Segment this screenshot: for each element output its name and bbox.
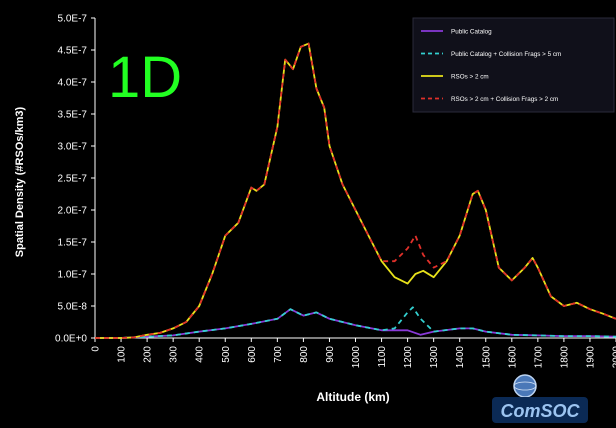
x-tick-label: 0 (91, 346, 102, 352)
globe-icon (513, 374, 537, 398)
x-tick-label: 300 (169, 346, 180, 363)
legend-label: RSOs > 2 cm + Collision Frags > 2 cm (451, 96, 558, 103)
series-lines (95, 42, 616, 339)
y-tick-label: 4.5E-7 (58, 46, 88, 57)
legend: Public Catalog Public Catalog + Collision… (412, 17, 615, 113)
x-tick-label: 1500 (481, 346, 492, 369)
x-tick-label: 100 (117, 346, 128, 363)
y-tick-label: 0.0E+0 (55, 334, 87, 345)
y-tick-label: 1.0E-7 (58, 270, 88, 281)
x-tick-label: 1300 (429, 346, 440, 369)
legend-label: Public Catalog + Collision Frags > 5 cm (451, 51, 561, 58)
y-tick-label: 5.0E-8 (58, 302, 88, 313)
series-line-4 (95, 42, 616, 339)
x-tick-label: 2000 (612, 346, 616, 369)
x-axis-title: Altitude (km) (316, 390, 389, 404)
x-tick-label: 1900 (585, 346, 596, 369)
y-tick-label: 4.0E-7 (58, 78, 88, 89)
x-tick-label: 1700 (533, 346, 544, 369)
y-tick-label: 1.5E-7 (58, 238, 88, 249)
logo-text: ComSOC (500, 401, 580, 421)
x-tick-label: 1800 (559, 346, 570, 369)
panel-label: 1D (108, 45, 182, 110)
series-line-1 (95, 308, 616, 339)
x-tick-label: 1000 (351, 346, 362, 369)
y-tick-label: 3.5E-7 (58, 110, 88, 121)
y-tick-label: 2.5E-7 (58, 174, 88, 185)
logo-plate (492, 397, 588, 423)
x-tick-label: 1600 (507, 346, 518, 369)
x-tick-label: 700 (273, 346, 284, 363)
y-axis-title: Spatial Density (#RSOs/km3) (14, 106, 26, 257)
legend-label: Public Catalog (451, 29, 492, 36)
x-tick-label: 600 (247, 346, 258, 363)
x-tick-label: 400 (195, 346, 206, 363)
axes: 0.0E+0 5.0E-8 1.0E-7 1.5E-7 2.0E-7 2.5E-7 3.0E… (55, 14, 616, 369)
x-tick-label: 500 (221, 346, 232, 363)
x-tick-label: 800 (299, 346, 310, 363)
globe-orbit (513, 381, 537, 391)
x-tick-label: 200 (143, 346, 154, 363)
legend-label: RSOs > 2 cm (451, 74, 489, 81)
x-tick-label: 1100 (377, 346, 388, 368)
comsoc-logo: ComSOC (492, 374, 588, 423)
y-tick-label: 2.0E-7 (58, 206, 88, 217)
y-tick-label: 3.0E-7 (58, 142, 88, 153)
y-tick-label: 5.0E-7 (58, 14, 88, 25)
x-tick-label: 900 (325, 346, 336, 363)
legend-box (412, 17, 615, 113)
x-tick-label: 1200 (403, 346, 414, 369)
x-tick-label: 1400 (455, 346, 466, 369)
